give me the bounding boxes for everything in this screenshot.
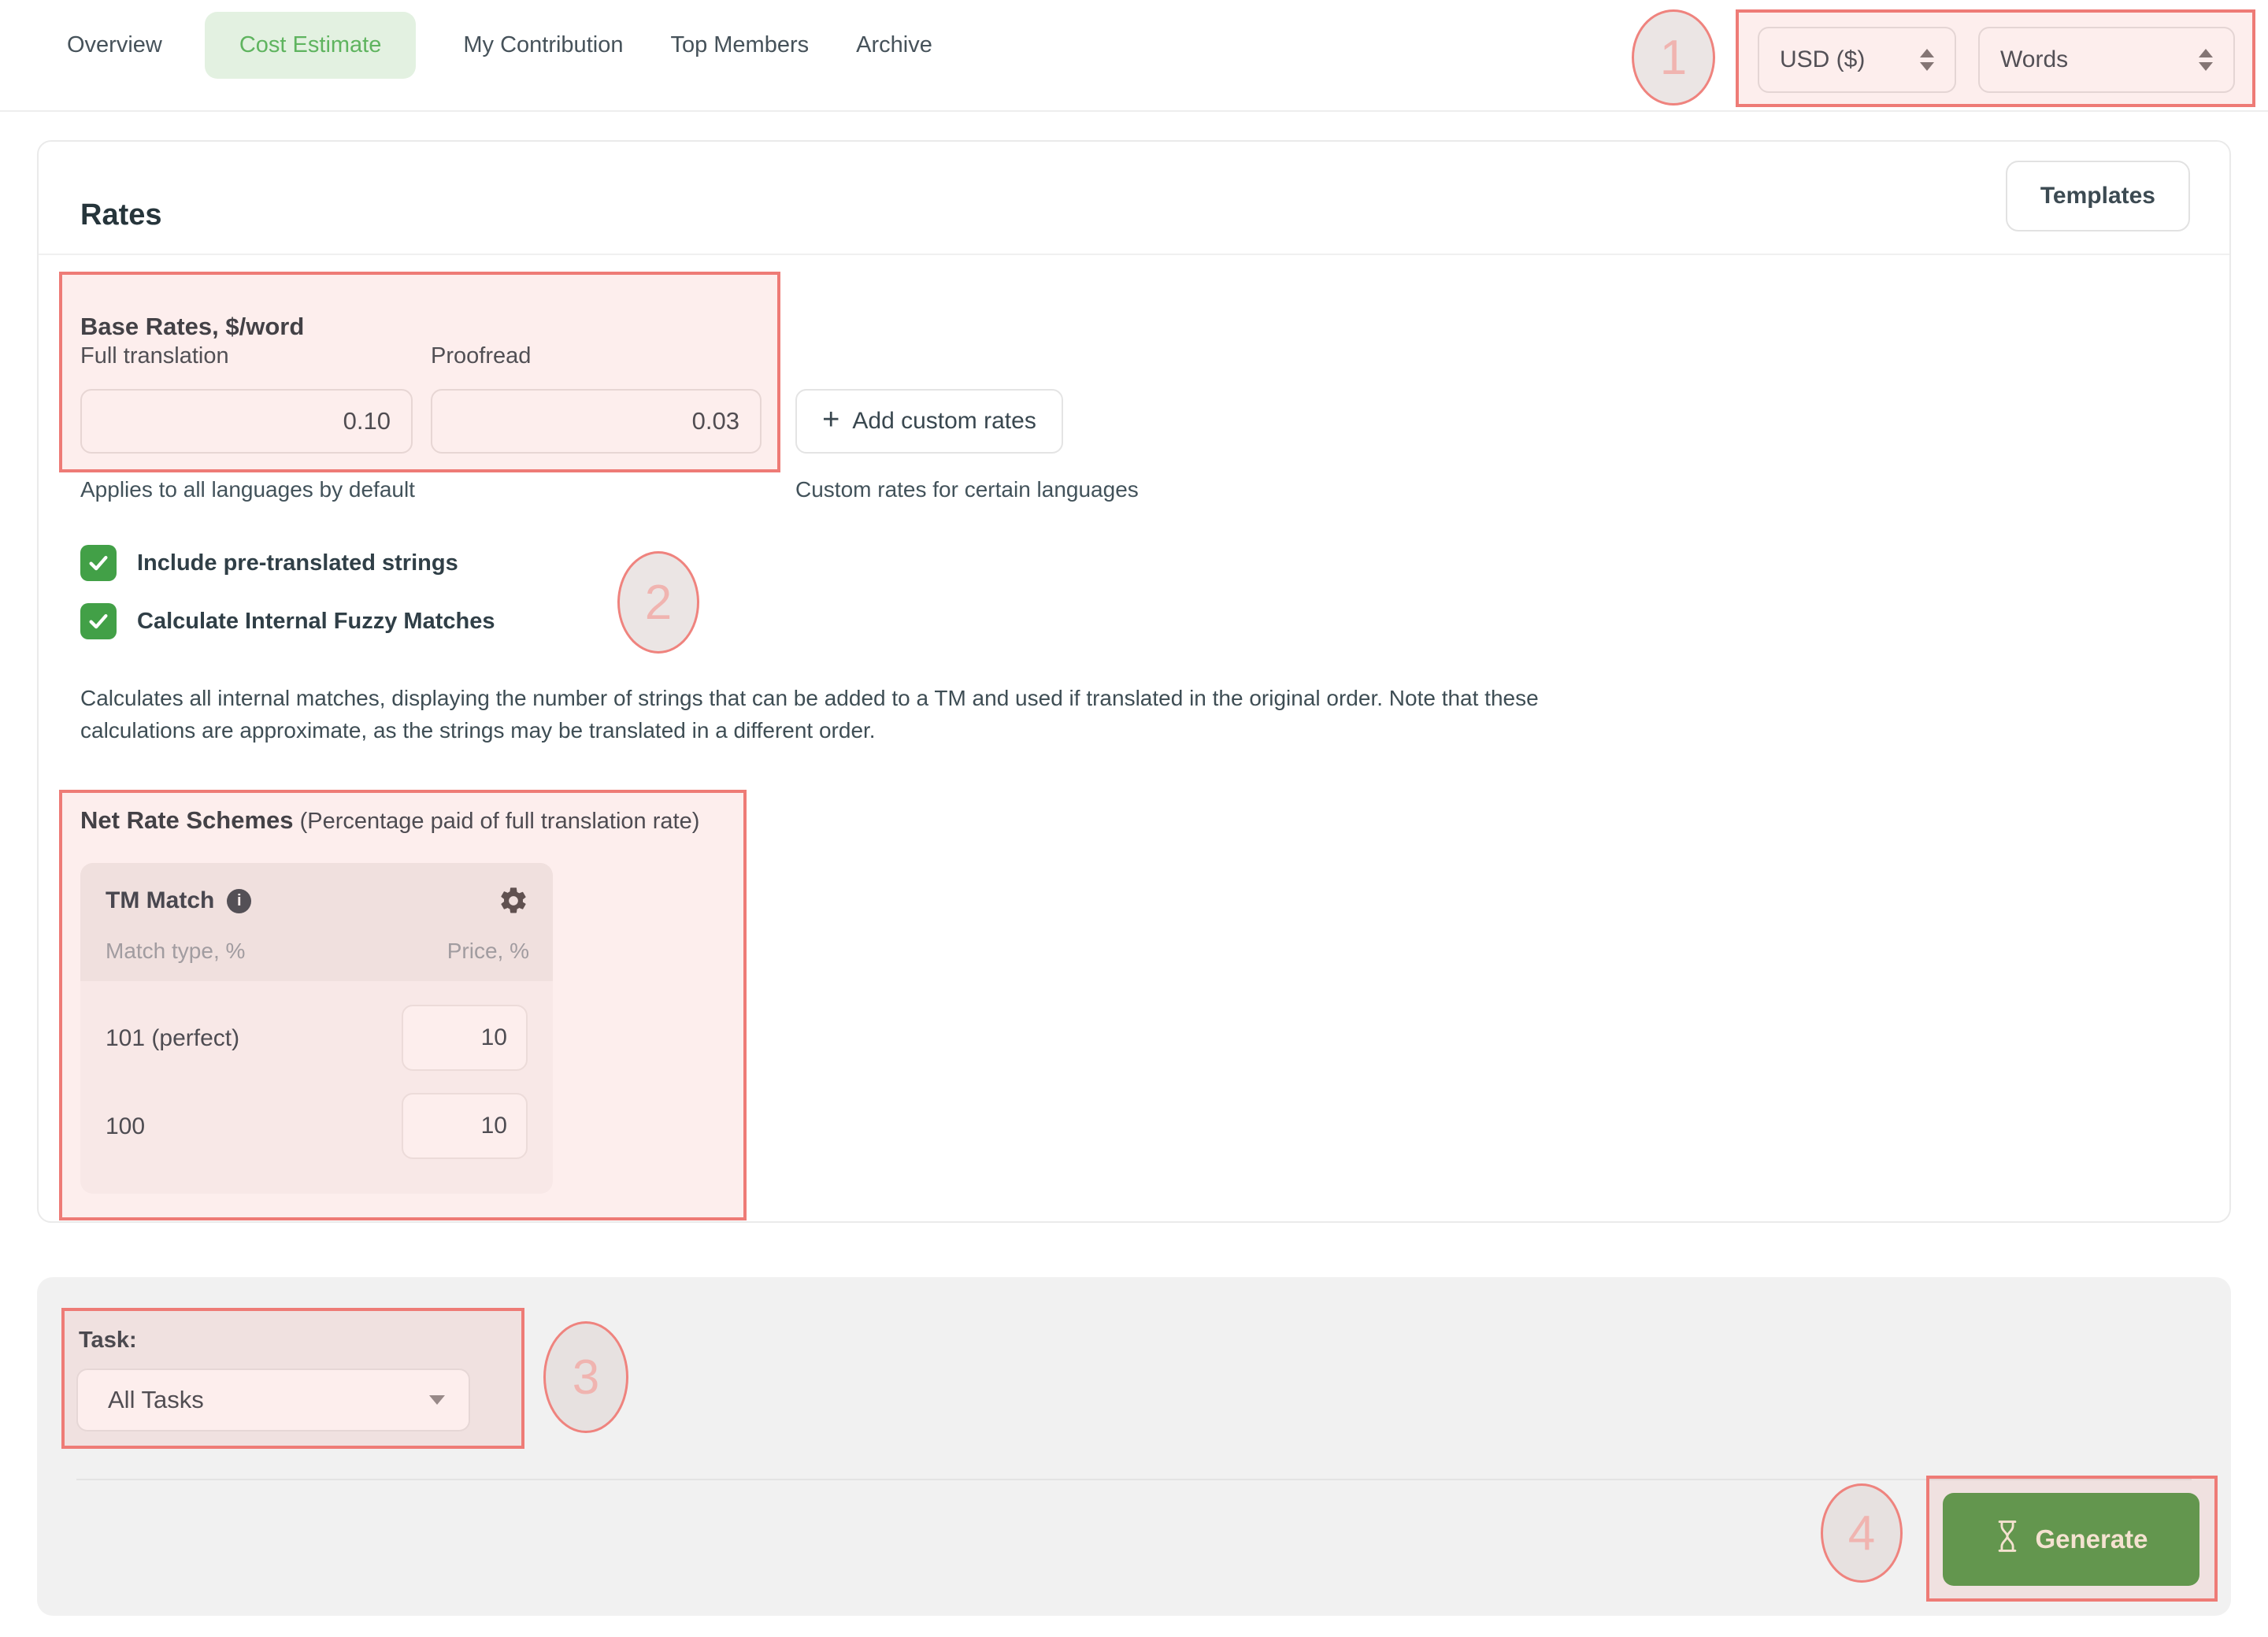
task-select[interactable]: All Tasks	[76, 1368, 470, 1431]
caret-down-icon	[429, 1395, 445, 1405]
top-nav: Overview Cost Estimate My Contribution T…	[0, 0, 2268, 112]
tm-row-100-label: 100	[106, 1113, 146, 1139]
base-rates-caption: Applies to all languages by default	[80, 477, 415, 502]
updown-arrows-icon	[1920, 49, 1934, 71]
generate-button[interactable]: Generate	[1943, 1493, 2199, 1586]
fuzzy-matches-note: Calculates all internal matches, display…	[80, 686, 1539, 743]
footer-divider	[76, 1479, 2192, 1480]
tm-match-card: TM Match i Match type, % Price, % 101 (p…	[80, 863, 553, 1194]
plus-icon: +	[822, 403, 840, 436]
updown-arrows-icon	[2199, 49, 2213, 71]
hourglass-icon	[1994, 1519, 2021, 1560]
checkbox-internal-fuzzy-matches[interactable]: Calculate Internal Fuzzy Matches	[80, 603, 495, 639]
check-icon	[80, 545, 117, 581]
tm-row-100-input[interactable]	[402, 1093, 528, 1159]
generate-button-label: Generate	[2035, 1524, 2148, 1554]
units-select-value: Words	[2000, 46, 2069, 72]
checkbox-internal-fuzzy-matches-label: Calculate Internal Fuzzy Matches	[137, 608, 495, 634]
proofread-label: Proofread	[431, 343, 532, 369]
tm-row-101-label: 101 (perfect)	[106, 1025, 240, 1051]
tab-top-members[interactable]: Top Members	[670, 31, 810, 57]
full-translation-input[interactable]	[80, 389, 413, 454]
net-rate-schemes-heading: Net Rate Schemes (Percentage paid of ful…	[80, 806, 699, 835]
card-header-divider	[39, 254, 2229, 255]
tm-match-col-match-type: Match type, %	[106, 939, 246, 963]
task-select-value: All Tasks	[108, 1386, 204, 1413]
base-rates-title: Base Rates, $/word	[80, 313, 305, 340]
currency-select[interactable]: USD ($)	[1758, 27, 1956, 93]
check-icon	[80, 603, 117, 639]
tab-overview[interactable]: Overview	[67, 31, 162, 57]
generate-panel: Task: All Tasks Generate	[37, 1277, 2231, 1616]
task-label: Task:	[79, 1328, 137, 1353]
rates-card: Rates Templates Base Rates, $/word Full …	[37, 140, 2231, 1223]
tm-match-header: TM Match i Match type, % Price, %	[80, 863, 553, 981]
checkbox-include-pretranslated-label: Include pre-translated strings	[137, 550, 458, 576]
tm-match-col-price: Price, %	[447, 939, 529, 963]
gear-icon[interactable]	[498, 885, 529, 917]
proofread-input[interactable]	[431, 389, 762, 454]
net-rate-schemes-title: Net Rate Schemes	[80, 806, 294, 834]
tm-match-title: TM Match	[106, 887, 215, 913]
rates-card-title: Rates	[80, 198, 162, 231]
add-custom-rates-label: Add custom rates	[852, 408, 1036, 434]
checkbox-include-pretranslated[interactable]: Include pre-translated strings	[80, 545, 458, 581]
units-select[interactable]: Words	[1978, 27, 2235, 93]
tab-cost-estimate[interactable]: Cost Estimate	[204, 11, 417, 79]
info-icon[interactable]: i	[227, 888, 252, 913]
net-rate-schemes-subtitle: (Percentage paid of full translation rat…	[299, 809, 700, 834]
tm-row-101-input[interactable]	[402, 1005, 528, 1071]
full-translation-label: Full translation	[80, 343, 229, 369]
add-custom-rates-button[interactable]: + Add custom rates	[795, 389, 1063, 454]
tab-my-contribution[interactable]: My Contribution	[463, 31, 624, 57]
custom-rates-caption: Custom rates for certain languages	[795, 477, 1139, 502]
currency-select-value: USD ($)	[1780, 46, 1866, 72]
templates-button[interactable]: Templates	[2005, 161, 2190, 231]
tab-bar: Overview Cost Estimate My Contribution T…	[67, 9, 980, 80]
tab-archive[interactable]: Archive	[856, 31, 932, 57]
